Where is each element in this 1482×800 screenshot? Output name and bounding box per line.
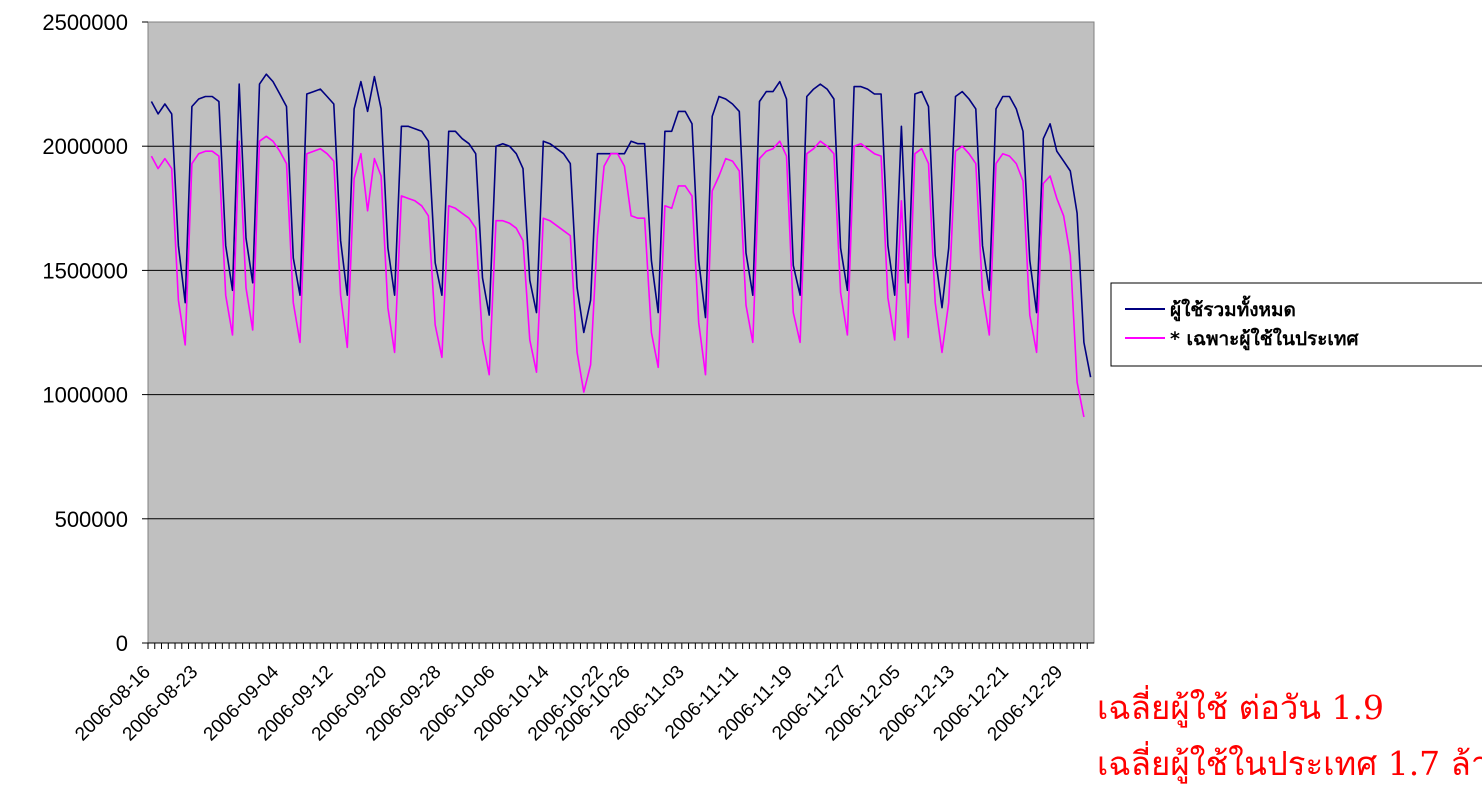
average-annotation-line2: เฉลี่ยผู้ใช้ในประเทศ 1.7 ล้าน: [1097, 744, 1482, 783]
y-tick-label: 2500000: [42, 10, 128, 35]
y-axis: 0 500000 1000000 1500000 2000000 2500000: [42, 10, 148, 656]
series-line-total: [150, 73, 1092, 378]
y-tick-label: 1500000: [42, 258, 128, 283]
y-tick-label: 500000: [55, 507, 128, 532]
x-axis: 2006-08-162006-08-232006-09-042006-09-12…: [71, 642, 1094, 745]
legend-label-total: ผู้ใช้รวมทั้งหมด: [1170, 295, 1296, 322]
series-line-domestic: [150, 135, 1085, 418]
average-annotation: เฉลี่ยผู้ใช้ ต่อวัน 1.9 เฉลี่ยผู้ใช้ในปร…: [1097, 680, 1482, 792]
legend-label-domestic: * เฉพาะผู้ใช้ในประเทศ: [1170, 327, 1359, 351]
plot-area: [147, 21, 1095, 644]
y-tick-label: 2000000: [42, 134, 128, 159]
legend: ผู้ใช้รวมทั้งหมด * เฉพาะผู้ใช้ในประเทศ: [1110, 282, 1482, 367]
grid-lines: [148, 145, 1094, 520]
y-tick-label: 1000000: [42, 383, 128, 408]
average-annotation-line1: เฉลี่ยผู้ใช้ ต่อวัน 1.9: [1097, 688, 1384, 727]
series-lines: [150, 73, 1092, 418]
y-tick-label: 0: [116, 631, 128, 656]
legend-box: [1110, 282, 1482, 367]
